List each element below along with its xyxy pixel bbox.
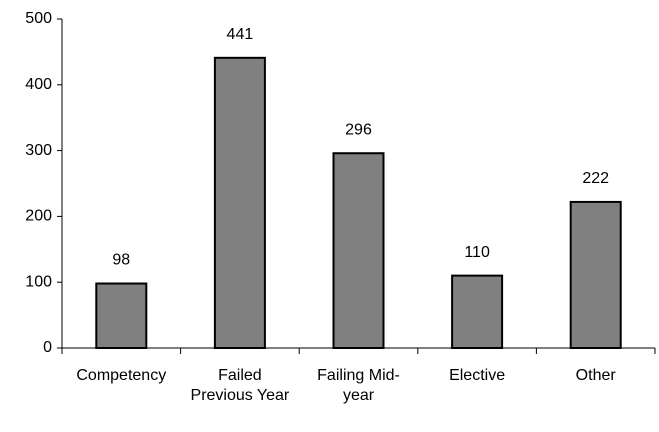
x-tick-label: Competency <box>76 367 167 384</box>
x-tick-label: Elective <box>449 367 506 384</box>
bar <box>451 274 504 349</box>
y-tick-label: 200 <box>25 208 52 225</box>
x-tick-label: Failing Mid-year <box>317 367 400 404</box>
y-tick-label: 0 <box>43 339 52 356</box>
y-tick-label: 100 <box>25 273 52 290</box>
bar <box>95 282 148 349</box>
y-tick-label: 300 <box>25 142 52 159</box>
x-tick-label: Other <box>575 367 616 384</box>
bar <box>213 56 266 350</box>
value-label: 296 <box>345 121 372 138</box>
y-tick-label: 500 <box>25 10 52 27</box>
value-label: 222 <box>582 170 609 187</box>
x-tick-label: Failed Previous Year <box>190 367 290 404</box>
value-label: 98 <box>112 252 130 269</box>
bar <box>332 152 385 349</box>
value-label: 110 <box>464 244 490 261</box>
y-tick-label: 400 <box>25 76 52 93</box>
bar <box>569 200 622 349</box>
value-label: 441 <box>227 26 254 43</box>
